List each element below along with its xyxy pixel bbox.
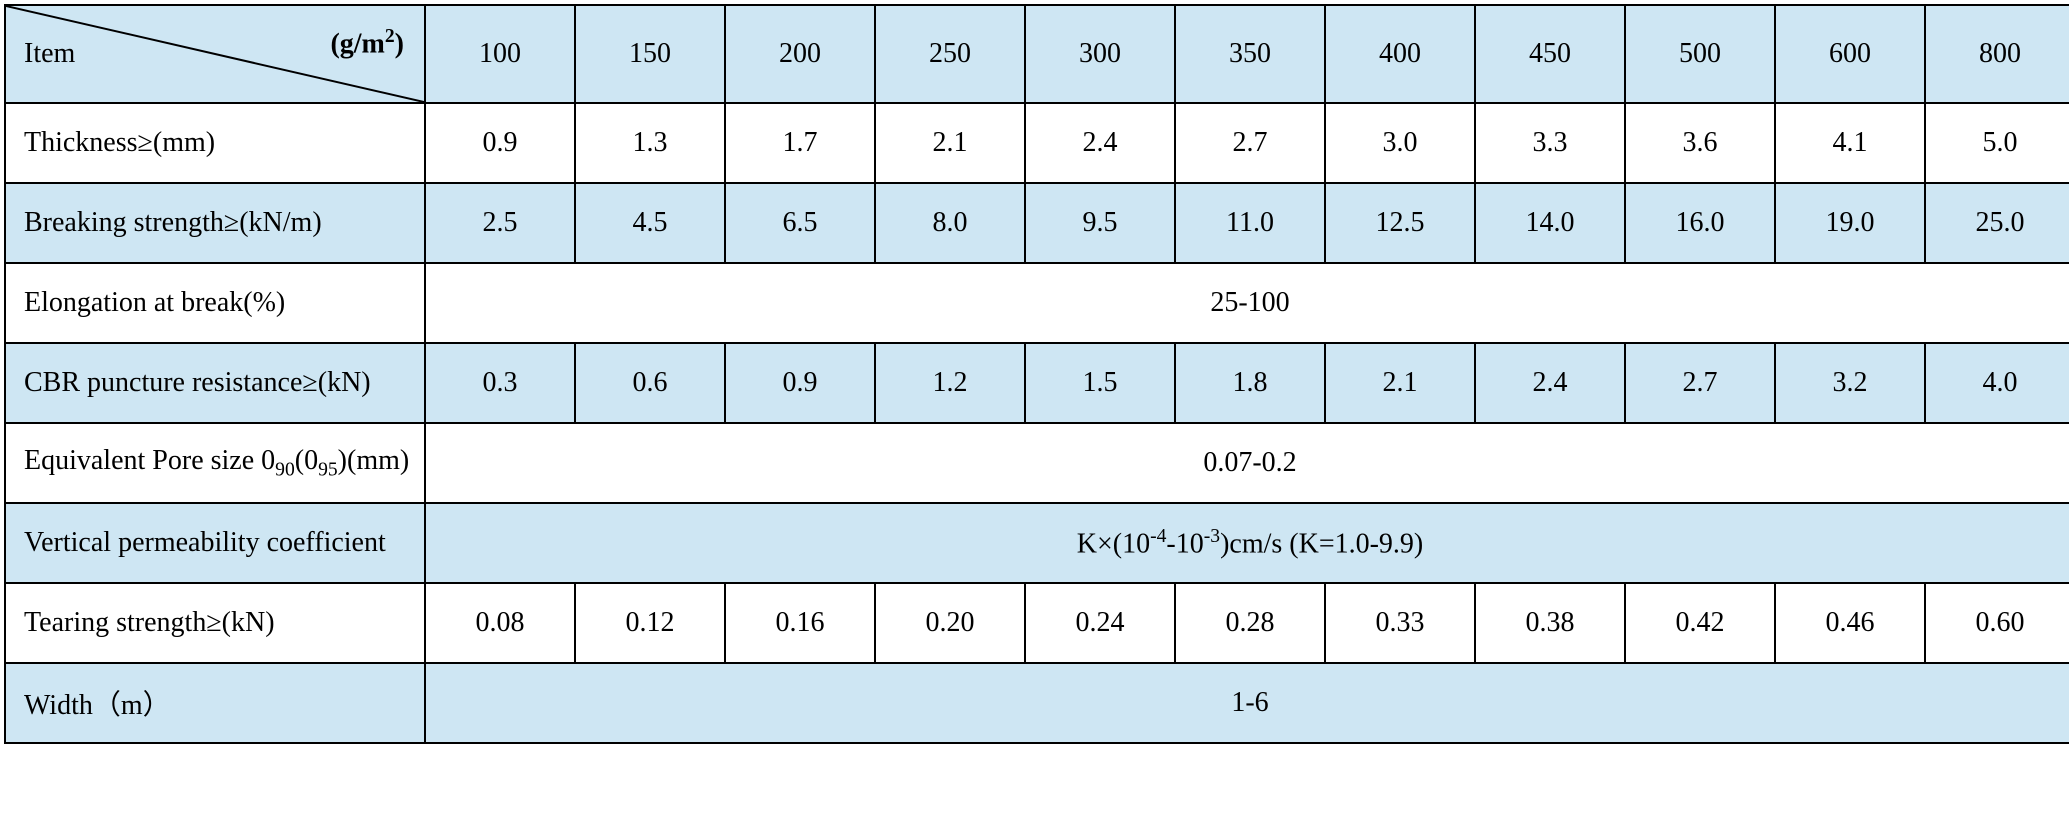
data-cell: 14.0 <box>1475 183 1625 263</box>
table-row: Elongation at break(%)25-100 <box>5 263 2069 343</box>
data-cell: 4.0 <box>1925 343 2069 423</box>
table-row: Equivalent Pore size 090(095)(mm)0.07-0.… <box>5 423 2069 503</box>
data-cell: 9.5 <box>1025 183 1175 263</box>
data-cell: 2.1 <box>875 103 1025 183</box>
header-item-cell: Item (g/m2) <box>5 5 425 103</box>
table-row: Breaking strength≥(kN/m)2.54.56.58.09.51… <box>5 183 2069 263</box>
header-col: 450 <box>1475 5 1625 103</box>
header-col: 350 <box>1175 5 1325 103</box>
spec-table: Item (g/m2) 100150200250300350400450500600… <box>4 4 2069 744</box>
header-col: 800 <box>1925 5 2069 103</box>
data-cell: 6.5 <box>725 183 875 263</box>
data-cell: 2.5 <box>425 183 575 263</box>
header-col: 150 <box>575 5 725 103</box>
header-col: 600 <box>1775 5 1925 103</box>
table-body: Item (g/m2) 100150200250300350400450500600… <box>5 5 2069 743</box>
data-cell: 16.0 <box>1625 183 1775 263</box>
data-cell: 0.24 <box>1025 583 1175 663</box>
data-cell: 0.46 <box>1775 583 1925 663</box>
data-cell: 5.0 <box>1925 103 2069 183</box>
spanned-cell: 1-6 <box>425 663 2069 743</box>
table-row: Vertical permeability coefficientK×(10-4… <box>5 503 2069 583</box>
data-cell: 25.0 <box>1925 183 2069 263</box>
data-cell: 0.20 <box>875 583 1025 663</box>
header-row: Item (g/m2) 100150200250300350400450500600… <box>5 5 2069 103</box>
header-col: 500 <box>1625 5 1775 103</box>
data-cell: 1.5 <box>1025 343 1175 423</box>
data-cell: 0.3 <box>425 343 575 423</box>
data-cell: 0.9 <box>425 103 575 183</box>
spanned-cell: 25-100 <box>425 263 2069 343</box>
data-cell: 8.0 <box>875 183 1025 263</box>
table-row: Width（m）1-6 <box>5 663 2069 743</box>
data-cell: 2.4 <box>1475 343 1625 423</box>
header-unit-label: (g/m2) <box>330 26 404 60</box>
data-cell: 1.8 <box>1175 343 1325 423</box>
row-label: Vertical permeability coefficient <box>5 503 425 583</box>
data-cell: 12.5 <box>1325 183 1475 263</box>
data-cell: 0.12 <box>575 583 725 663</box>
data-cell: 3.2 <box>1775 343 1925 423</box>
data-cell: 4.1 <box>1775 103 1925 183</box>
table-row: Tearing strength≥(kN)0.080.120.160.200.2… <box>5 583 2069 663</box>
row-label: Width（m） <box>5 663 425 743</box>
data-cell: 2.7 <box>1625 343 1775 423</box>
data-cell: 3.0 <box>1325 103 1475 183</box>
data-cell: 11.0 <box>1175 183 1325 263</box>
header-col: 100 <box>425 5 575 103</box>
data-cell: 2.4 <box>1025 103 1175 183</box>
data-cell: 0.28 <box>1175 583 1325 663</box>
data-cell: 0.38 <box>1475 583 1625 663</box>
header-col: 250 <box>875 5 1025 103</box>
data-cell: 0.9 <box>725 343 875 423</box>
header-col: 200 <box>725 5 875 103</box>
table-row: Thickness≥(mm)0.91.31.72.12.42.73.03.33.… <box>5 103 2069 183</box>
data-cell: 3.6 <box>1625 103 1775 183</box>
header-item-label: Item <box>24 38 75 70</box>
row-label: Equivalent Pore size 090(095)(mm) <box>5 423 425 503</box>
data-cell: 4.5 <box>575 183 725 263</box>
data-cell: 1.2 <box>875 343 1025 423</box>
data-cell: 0.42 <box>1625 583 1775 663</box>
row-label: Elongation at break(%) <box>5 263 425 343</box>
data-cell: 1.7 <box>725 103 875 183</box>
data-cell: 0.6 <box>575 343 725 423</box>
row-label: Tearing strength≥(kN) <box>5 583 425 663</box>
row-label: Breaking strength≥(kN/m) <box>5 183 425 263</box>
row-label: Thickness≥(mm) <box>5 103 425 183</box>
data-cell: 0.60 <box>1925 583 2069 663</box>
data-cell: 3.3 <box>1475 103 1625 183</box>
data-cell: 0.08 <box>425 583 575 663</box>
spanned-cell: 0.07-0.2 <box>425 423 2069 503</box>
header-col: 400 <box>1325 5 1475 103</box>
table-row: CBR puncture resistance≥(kN)0.30.60.91.2… <box>5 343 2069 423</box>
data-cell: 19.0 <box>1775 183 1925 263</box>
row-label: CBR puncture resistance≥(kN) <box>5 343 425 423</box>
data-cell: 1.3 <box>575 103 725 183</box>
data-cell: 0.16 <box>725 583 875 663</box>
header-col: 300 <box>1025 5 1175 103</box>
data-cell: 2.1 <box>1325 343 1475 423</box>
data-cell: 0.33 <box>1325 583 1475 663</box>
spanned-cell: K×(10-4-10-3)cm/s (K=1.0-9.9) <box>425 503 2069 583</box>
data-cell: 2.7 <box>1175 103 1325 183</box>
